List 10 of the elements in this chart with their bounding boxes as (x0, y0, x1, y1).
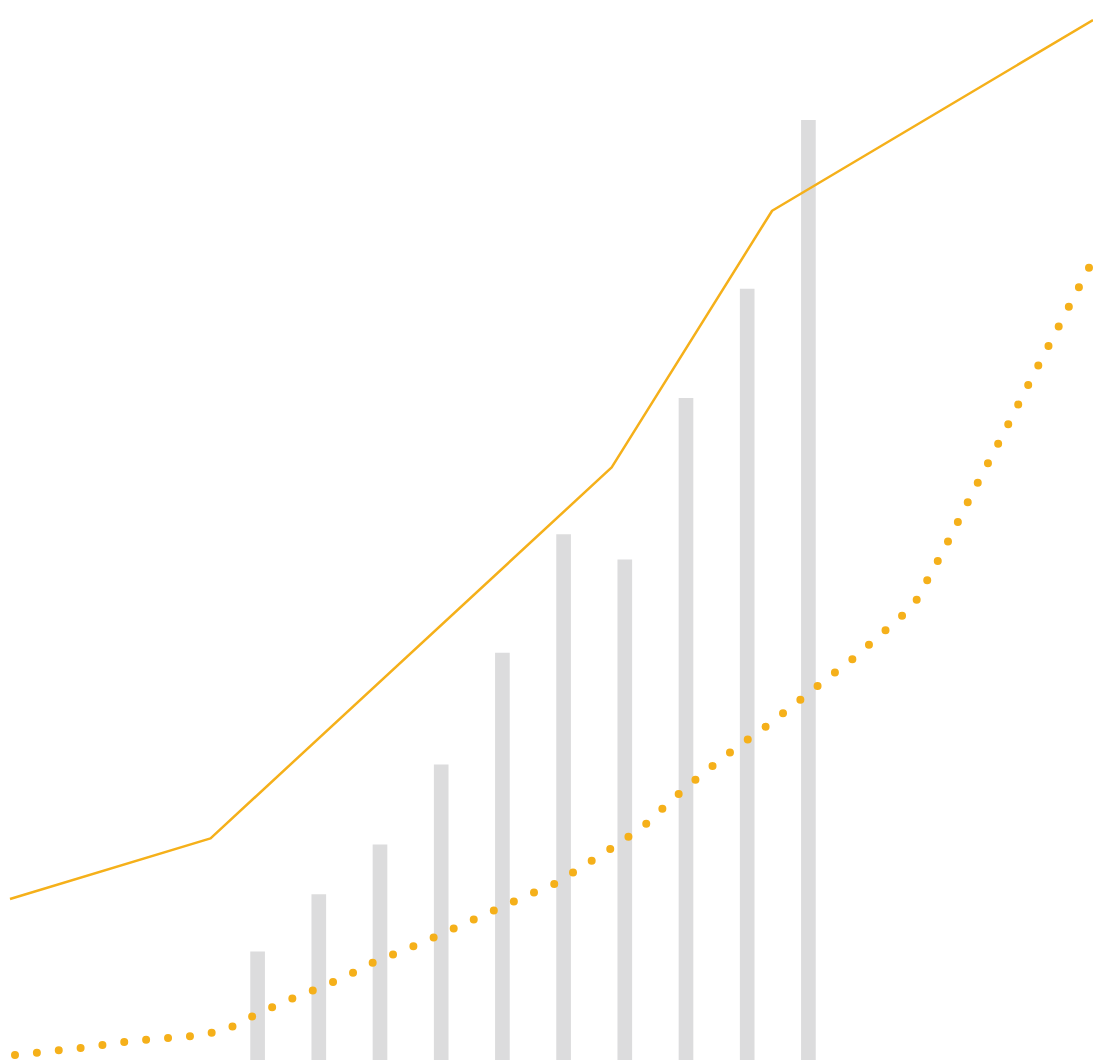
bar (372, 844, 388, 1060)
bar (678, 397, 694, 1060)
bar (801, 120, 816, 1060)
bar (617, 559, 633, 1060)
bar (433, 764, 449, 1060)
bar (556, 534, 571, 1060)
bar (495, 652, 510, 1060)
bar (250, 951, 265, 1060)
bar (739, 288, 755, 1060)
bar (311, 894, 327, 1060)
